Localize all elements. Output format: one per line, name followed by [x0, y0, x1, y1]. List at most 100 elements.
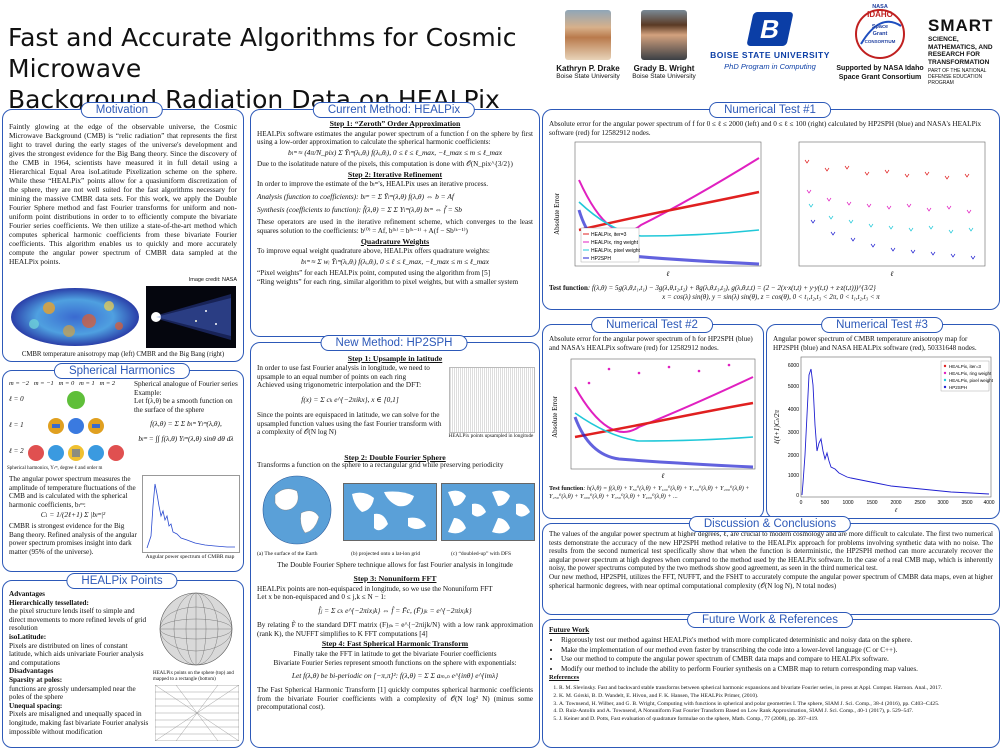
adv-1-text: the pixel structure lends itself to simp… — [9, 607, 147, 633]
t3-ytick: 2000 — [788, 453, 799, 459]
t3-xtick: 1500 — [866, 500, 877, 506]
references-list: R. M. Slevinsky. Fast and backward stabl… — [559, 685, 993, 722]
future-item: Modify our method to include the ability… — [561, 665, 993, 673]
sh-caption: Spherical harmonics, Yₗᵐ, degree ℓ and o… — [7, 466, 103, 471]
t3-ytick: 6000 — [788, 363, 799, 369]
test1-panel: Absolute error for the angular power spe… — [542, 109, 1000, 310]
motivation-caption: CMBR temperature anisotropy map (left) C… — [21, 351, 225, 358]
quadrature-heading: Quadrature Weights — [360, 236, 430, 246]
quadrature-eq: bₗᵐ ≈ Σ wᵢ Ȳₗᵐ(λᵢ,θᵢ) f(λᵢ,θᵢ), 0 ≤ ℓ ≤… — [300, 257, 490, 267]
t1-legend-3: HP2SPH — [591, 256, 611, 262]
t3-ytick: 0 — [796, 493, 799, 499]
dfs-caption-b: (b) projected onto a lat-lon grid — [351, 551, 421, 557]
smart-part: PART OF THE NATIONAL DEFENSE EDUCATION P… — [928, 68, 987, 86]
reference-item: J. Keiner and D. Potts, Fast evaluation … — [559, 716, 993, 723]
new-step3-note: By relating F̃ to the standard DFT matri… — [257, 620, 533, 638]
future-item: Make the implementation of our method ev… — [561, 646, 993, 654]
test1-function-2: x = cos(λ) sin(θ), y = sin(λ) sin(θ), z … — [662, 293, 880, 301]
author-wright: Grady B. Wright Boise State University — [624, 10, 704, 80]
t3-xtick: 2500 — [914, 500, 925, 506]
t3-legend-2: HEALPix, pixel weight — [949, 378, 994, 383]
current-method-panel: Step 1: “Zeroth” Order Approximation HEA… — [250, 109, 540, 337]
synthesis-eq: Synthesis (coefficients to function): f̃… — [257, 204, 462, 214]
new-step1-text: In order to use fast Fourier analysis in… — [257, 364, 430, 381]
current-step1-eq: bₗᵐ ≈ (4π/N_pix) Σ Ȳₗᵐ(λᵢ,θᵢ) f(λᵢ,θᵢ),… — [288, 148, 502, 158]
m-labels: m = −2 m = −1 m = 0 m = 1 m = 2 — [9, 380, 116, 387]
motivation-title: Motivation — [80, 102, 164, 118]
references-heading: References — [549, 674, 580, 682]
author-name: Grady B. Wright — [633, 64, 695, 73]
smart-sub: SCIENCE, MATHEMATICS, AND RESEARCH FOR T… — [928, 36, 993, 66]
dis-2-heading: Unequal spacing: — [9, 701, 63, 710]
t3-xtick: 0 — [800, 500, 803, 506]
new-method-title: New Method: HP2SPH — [320, 335, 468, 351]
cl-equation: Cₗ = 1/(2ℓ+1) Σ |bₗᵐ|² — [40, 510, 106, 520]
test1-function: : f(λ,θ) = 5g(λ,θ,t₁,t₁) − 3g(λ,θ,t₂,t₂)… — [587, 284, 876, 292]
new-step3-let: Let x be non-equispaced and 0 ≤ j,k ≤ N … — [257, 593, 386, 602]
test3-panel: Angular power spectrum of CMBR temperatu… — [766, 324, 1000, 519]
upsampled-points-image — [449, 367, 535, 433]
big-bang-image — [146, 286, 236, 348]
trig-interp-eq: f(x) = Σ cₖ e^{−2πikx}, x ∈ [0,1] — [301, 395, 399, 405]
discussion-title: Discussion & Conclusions — [688, 516, 852, 532]
sh-let: Let f(λ,θ) be a smooth function on the s… — [134, 397, 233, 414]
photo-wright — [641, 10, 687, 60]
spherical-harmonics-image — [25, 387, 127, 467]
t3-ytick: 3000 — [788, 430, 799, 436]
healpix-sphere-image — [153, 589, 239, 669]
dfs-image — [441, 483, 535, 541]
advantages-heading: Advantages — [9, 590, 45, 598]
new-step1-text3: Since the points are equispaced in latit… — [257, 410, 442, 437]
test3-text: Angular power spectrum of CMBR temperatu… — [773, 335, 977, 352]
dfs-caption-c: (c) “doubled-up” with DFS — [451, 551, 512, 557]
l1-label: ℓ = 1 — [9, 421, 24, 429]
title-line-1: Fast and Accurate Algorithms for Cosmic … — [8, 23, 517, 83]
t3-legend-1: HEALPix, ring weight — [949, 371, 992, 376]
future-title: Future Work & References — [687, 612, 853, 628]
t3-legend-0: HEALPix, iter=3 — [949, 364, 981, 369]
t3-legend-3: HP2SPH — [949, 385, 967, 390]
t3-xlabel: ℓ — [895, 508, 898, 513]
reference-item: R. M. Slevinsky. Fast and backward stabl… — [559, 685, 993, 692]
healpix-points-panel: Advantages Hierarchically tessellated: t… — [2, 580, 244, 748]
current-step1-heading: Step 1: “Zeroth” Order Approximation — [329, 119, 461, 128]
current-method-title: Current Method: HEALPix — [312, 102, 476, 118]
smart-title: SMART — [928, 16, 994, 35]
latlon-grid-image — [343, 483, 437, 541]
test3-chart: ℓ(ℓ+1)Cₗ/2π 6000 5000 4000 3000 2000 100… — [771, 355, 995, 514]
test2-function: : h(λ,θ) = f(λ,θ) + Y₅₀⁰(λ,θ) + Y₁₀₀⁰(λ,… — [549, 485, 750, 500]
aps-chart — [142, 475, 240, 553]
test1-chart-left: Absolute Error ℓ HEALPix, iter=3 HEALPix… — [551, 140, 765, 280]
adv-2-text: Pixels are distributed on lines of const… — [9, 641, 144, 667]
new-step2-heading: Step 2: Double Fourier Sphere — [344, 453, 446, 462]
earth-sphere-image — [257, 473, 337, 547]
bsu-logo: B BOISE STATE UNIVERSITY PhD Program in … — [705, 12, 835, 71]
current-step2-heading: Step 2: Iterative Refinement — [347, 169, 443, 179]
reference-item: A. Townsend, H. Wilber, and G. B. Wright… — [559, 701, 993, 708]
t1-legend-2: HEALPix, pixel weight — [591, 248, 641, 254]
new-step1-heading: Step 1: Upsample in latitude — [347, 354, 443, 363]
nasa-idaho-logo: NASA IDAHO Space Grant CONSORTIUM Suppor… — [835, 4, 925, 82]
harmonics-panel: m = −2 m = −1 m = 0 m = 1 m = 2 ℓ = 0 ℓ … — [2, 370, 244, 572]
cmbr-map-image — [9, 286, 142, 348]
future-list: Rigorously test our method against HEALP… — [561, 636, 993, 673]
sh-example: Spherical analogue of Fourier series Exa… — [134, 380, 238, 397]
healpix-caption: HEALPix points on the sphere (top) and m… — [153, 671, 234, 682]
t3-xtick: 4000 — [983, 500, 994, 506]
t3-ytick: 1000 — [788, 473, 799, 479]
healpix-rectangle-image — [154, 684, 240, 742]
t1-xlabel: ℓ — [666, 270, 670, 278]
t3-xtick: 3500 — [961, 500, 972, 506]
t1-legend-1: HEALPix, ring weight — [591, 240, 639, 246]
upsample-caption: HEALPix points upsampled in longitude — [448, 433, 534, 439]
bivariate-eq: Let f(λ,θ) be bi-periodic on [−π,π]²: f(… — [291, 671, 499, 681]
reference-item: K. M. Górski, B. D. Wandelt, E. Hivon, a… — [559, 693, 993, 700]
t2-ylabel: Absolute Error — [551, 395, 559, 437]
discussion-p1: The values of the angular power spectrum… — [549, 530, 993, 573]
future-item: Rigorously test our method against HEALP… — [561, 636, 993, 644]
analysis-eq: Analysis (function to coefficients): bₗᵐ… — [257, 191, 454, 201]
current-step2-text: In order to improve the estimate of the … — [257, 180, 489, 189]
aps-text: The angular power spectrum measures the … — [9, 475, 136, 509]
test3-title: Numerical Test #3 — [821, 317, 943, 333]
t3-xtick: 2000 — [890, 500, 901, 506]
